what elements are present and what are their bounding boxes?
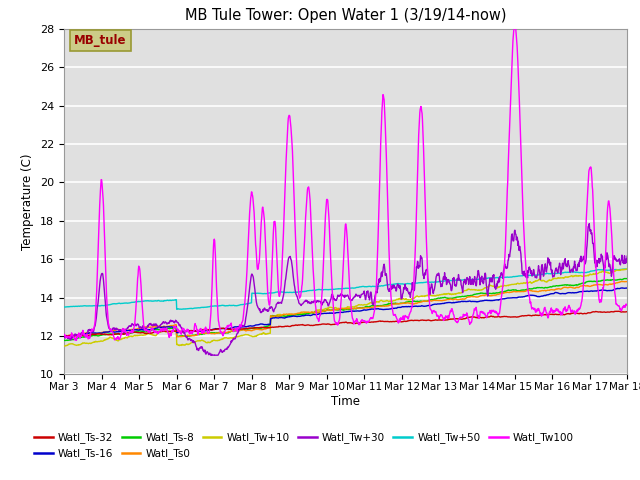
Y-axis label: Temperature (C): Temperature (C) xyxy=(22,153,35,250)
Title: MB Tule Tower: Open Water 1 (3/19/14-now): MB Tule Tower: Open Water 1 (3/19/14-now… xyxy=(185,9,506,24)
Legend: Watl_Ts-32, Watl_Ts-16, Watl_Ts-8, Watl_Ts0, Watl_Tw+10, Watl_Tw+30, Watl_Tw+50,: Watl_Ts-32, Watl_Ts-16, Watl_Ts-8, Watl_… xyxy=(30,428,578,463)
X-axis label: Time: Time xyxy=(331,395,360,408)
Text: MB_tule: MB_tule xyxy=(74,35,127,48)
